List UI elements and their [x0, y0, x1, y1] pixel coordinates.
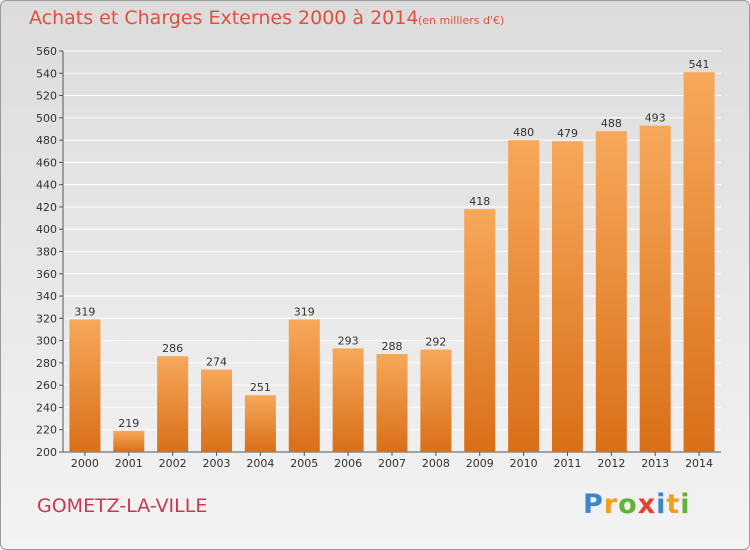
y-tick-label: 440 [36, 179, 57, 192]
data-label: 488 [601, 117, 622, 130]
brand-letter: i [680, 489, 691, 520]
y-tick-label: 460 [36, 156, 57, 169]
brand-letter: x [637, 489, 657, 520]
data-label: 219 [118, 417, 139, 430]
bar [157, 356, 189, 452]
bar [683, 72, 715, 453]
bar [69, 319, 101, 452]
y-tick-label: 200 [36, 446, 57, 459]
bar [376, 353, 408, 452]
brand-letter: o [618, 489, 638, 520]
data-label: 493 [645, 112, 666, 125]
x-tick-label: 2001 [115, 457, 143, 470]
bar [288, 319, 320, 452]
x-tick-label: 2006 [334, 457, 362, 470]
x-tick-label: 2002 [159, 457, 187, 470]
x-tick-label: 2013 [641, 457, 669, 470]
bar [420, 349, 452, 452]
data-label: 319 [74, 305, 95, 318]
data-label: 319 [294, 305, 315, 318]
data-label: 541 [689, 58, 710, 71]
y-tick-label: 240 [36, 401, 57, 414]
bar [508, 140, 540, 452]
x-tick-label: 2000 [71, 457, 99, 470]
x-tick-label: 2012 [597, 457, 625, 470]
chart-title: Achats et Charges Externes 2000 à 2014 [29, 7, 419, 29]
x-tick-label: 2009 [466, 457, 494, 470]
data-label: 251 [250, 381, 271, 394]
y-tick-label: 520 [36, 90, 57, 103]
y-tick-label: 560 [36, 45, 57, 58]
data-label: 288 [382, 340, 403, 353]
x-tick-label: 2007 [378, 457, 406, 470]
y-tick-label: 400 [36, 223, 57, 236]
y-tick-label: 340 [36, 290, 57, 303]
bar [201, 369, 233, 452]
y-tick-label: 360 [36, 268, 57, 281]
x-tick-label: 2003 [203, 457, 231, 470]
x-tick-label: 2010 [510, 457, 538, 470]
bar [639, 125, 671, 452]
y-tick-label: 420 [36, 201, 57, 214]
y-tick-label: 280 [36, 357, 57, 370]
bar [332, 348, 364, 452]
y-tick-label: 480 [36, 134, 57, 147]
brand-letter: i [656, 489, 667, 520]
bar [113, 430, 145, 452]
brand-letter: t [666, 489, 681, 520]
brand-letter: P [583, 489, 604, 520]
x-tick-label: 2005 [290, 457, 318, 470]
y-tick-label: 380 [36, 246, 57, 259]
data-label: 293 [338, 334, 359, 347]
data-label: 286 [162, 342, 183, 355]
y-tick-label: 320 [36, 312, 57, 325]
brand-letter: r [603, 489, 619, 520]
x-tick-label: 2008 [422, 457, 450, 470]
proxiti-logo: Proxiti [583, 489, 691, 520]
y-tick-label: 260 [36, 379, 57, 392]
bar [595, 131, 627, 452]
chart-subtitle: (en milliers d'€) [418, 14, 505, 27]
bar [244, 395, 276, 452]
x-tick-label: 2011 [553, 457, 581, 470]
y-tick-label: 300 [36, 335, 57, 348]
x-tick-label: 2004 [246, 457, 274, 470]
bar [551, 141, 583, 452]
x-tick-label: 2014 [685, 457, 713, 470]
commune-name: GOMETZ-LA-VILLE [37, 495, 208, 517]
data-label: 274 [206, 356, 227, 369]
data-label: 418 [469, 195, 490, 208]
data-label: 292 [425, 336, 446, 349]
data-label: 479 [557, 127, 578, 140]
y-tick-label: 500 [36, 112, 57, 125]
bar [464, 209, 496, 452]
data-label: 480 [513, 126, 534, 139]
y-tick-label: 540 [36, 67, 57, 80]
y-tick-label: 220 [36, 424, 57, 437]
